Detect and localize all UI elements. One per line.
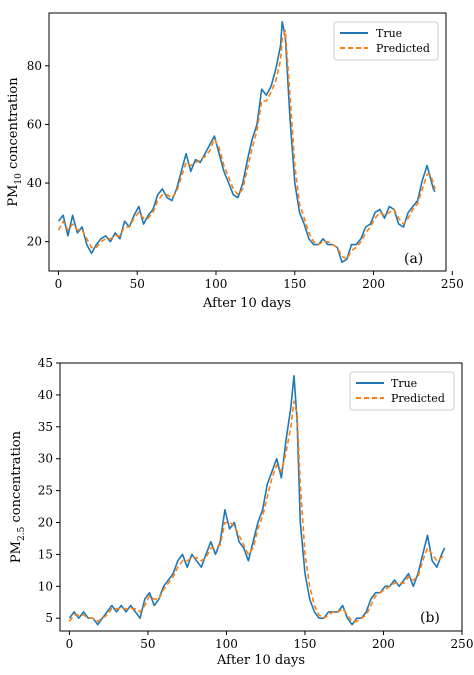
y-tick-label: 15 xyxy=(38,547,53,561)
y-axis-title-rest-a: concentration xyxy=(6,77,21,173)
y-tick-label: 45 xyxy=(38,356,53,370)
plot-frame-b xyxy=(59,362,463,632)
chart-panel-b: 0 50 100 150 200 250 5 10 15 20 25 30 35 40 45 After … xyxy=(9,356,473,668)
y-ticks-b: 5 10 15 20 25 30 35 40 45 xyxy=(38,356,60,625)
y-tick-label: 25 xyxy=(38,484,53,498)
series-layer-a xyxy=(57,20,436,264)
x-tick-label: 0 xyxy=(66,637,74,651)
legend-a: True Predicted xyxy=(333,21,439,61)
x-ticks-a: 0 50 100 150 200 250 xyxy=(55,271,464,291)
x-tick-label: 150 xyxy=(283,277,306,291)
x-tick-label: 50 xyxy=(140,637,155,651)
x-tick-label: 200 xyxy=(372,637,395,651)
y-tick-label: 80 xyxy=(27,59,42,73)
x-tick-label: 150 xyxy=(294,637,317,651)
x-tick-label: 0 xyxy=(55,277,63,291)
y-tick-label: 30 xyxy=(38,452,53,466)
series-line-true-a xyxy=(57,20,436,264)
y-axis-title-a: PM10 concentration xyxy=(6,77,24,207)
legend-box-b xyxy=(349,371,455,411)
y-axis-title-rest-b: concentration xyxy=(9,430,24,526)
y-axis-title-sub-b: 2.5 xyxy=(17,526,27,541)
x-tick-label: 250 xyxy=(441,277,464,291)
legend-label-true-a: True xyxy=(376,27,402,40)
plot-frame-a xyxy=(48,12,447,272)
y-tick-label: 10 xyxy=(38,579,53,593)
y-tick-label: 20 xyxy=(38,516,53,530)
x-tick-label: 100 xyxy=(205,277,228,291)
legend-label-true-b: True xyxy=(391,377,417,390)
legend-label-predicted-b: Predicted xyxy=(391,392,445,405)
x-axis-title-a: After 10 days xyxy=(202,296,291,311)
x-axis-title-b: After 10 days xyxy=(216,653,305,668)
series-line-predicted-b xyxy=(68,400,446,623)
y-tick-label: 60 xyxy=(27,117,42,131)
x-tick-label: 250 xyxy=(451,637,474,651)
legend-label-predicted-a: Predicted xyxy=(376,42,430,55)
legend-b: True Predicted xyxy=(349,371,455,411)
chart-panel-a: 0 50 100 150 200 250 20 40 60 80 After 10 days P… xyxy=(6,12,464,311)
y-tick-label: 40 xyxy=(38,388,53,402)
x-tick-label: 50 xyxy=(130,277,145,291)
series-line-predicted-a xyxy=(57,29,436,261)
panel-label-b: (b) xyxy=(420,610,440,626)
y-tick-label: 40 xyxy=(27,176,42,190)
x-tick-label: 200 xyxy=(362,277,385,291)
y-axis-title-main-a: PM xyxy=(6,185,21,207)
x-tick-label: 100 xyxy=(215,637,238,651)
y-ticks-a: 20 40 60 80 xyxy=(27,59,49,249)
y-axis-title-main-b: PM xyxy=(9,541,24,563)
series-layer-b xyxy=(68,374,446,626)
y-axis-title-sub-a: 10 xyxy=(14,173,24,185)
x-ticks-b: 0 50 100 150 200 250 xyxy=(66,631,474,651)
y-tick-label: 20 xyxy=(27,235,42,249)
y-axis-title-b: PM2.5 concentration xyxy=(9,430,27,563)
panel-label-a: (a) xyxy=(404,251,423,267)
y-tick-label: 5 xyxy=(45,611,53,625)
legend-box-a xyxy=(333,21,439,61)
y-tick-label: 35 xyxy=(38,420,53,434)
